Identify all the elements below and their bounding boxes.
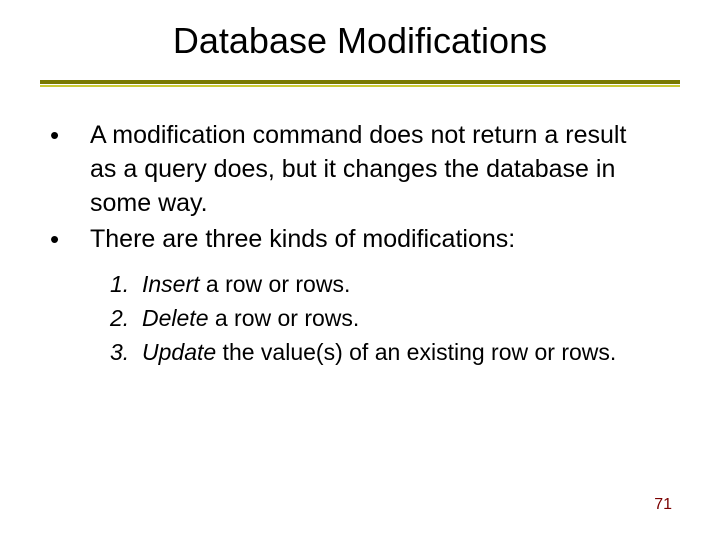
numbered-body: Delete a row or rows. xyxy=(142,302,359,334)
numbered-rest: a row or rows. xyxy=(200,271,351,297)
bullet-text: A modification command does not return a… xyxy=(90,118,650,220)
bullet-marker: • xyxy=(50,118,90,152)
page-number: 71 xyxy=(654,496,672,514)
numbered-body: Insert a row or rows. xyxy=(142,268,350,300)
numbered-rest: the value(s) of an existing row or rows. xyxy=(216,339,616,365)
bullet-item: • A modification command does not return… xyxy=(50,118,680,220)
numbered-rest: a row or rows. xyxy=(208,305,359,331)
numbered-marker: 3. xyxy=(110,336,142,368)
numbered-marker: 1. xyxy=(110,268,142,300)
bullet-list: • A modification command does not return… xyxy=(50,118,680,256)
slide: Database Modifications • A modification … xyxy=(0,0,720,540)
numbered-item: 2. Delete a row or rows. xyxy=(110,302,680,334)
numbered-verb: Update xyxy=(142,339,216,365)
numbered-item: 1. Insert a row or rows. xyxy=(110,268,680,300)
numbered-item: 3. Update the value(s) of an existing ro… xyxy=(110,336,680,368)
numbered-marker: 2. xyxy=(110,302,142,334)
numbered-verb: Insert xyxy=(142,271,200,297)
bullet-text: There are three kinds of modifications: xyxy=(90,222,515,256)
slide-title: Database Modifications xyxy=(40,20,680,62)
bullet-item: • There are three kinds of modifications… xyxy=(50,222,680,256)
divider xyxy=(40,80,680,88)
numbered-list: 1. Insert a row or rows. 2. Delete a row… xyxy=(110,268,680,368)
numbered-verb: Delete xyxy=(142,305,208,331)
divider-bar-bottom xyxy=(40,85,680,87)
numbered-body: Update the value(s) of an existing row o… xyxy=(142,336,616,368)
bullet-marker: • xyxy=(50,222,90,256)
divider-bar-top xyxy=(40,80,680,84)
